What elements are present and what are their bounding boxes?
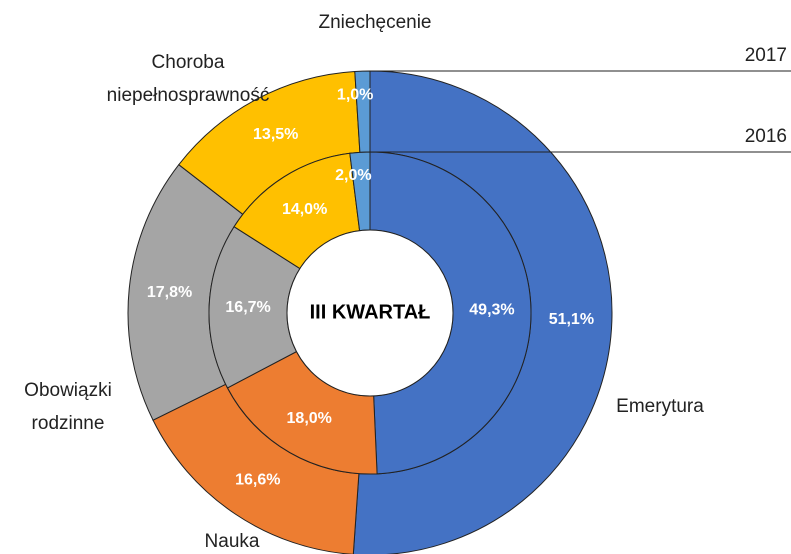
data-label: 1,0%: [337, 87, 373, 104]
category-label: Obowiązki rodzinne: [24, 380, 112, 434]
center-label: III KWARTAŁ: [310, 301, 431, 323]
category-label: Choroba niepełnosprawność: [106, 52, 270, 106]
data-label: 51,1%: [549, 311, 594, 328]
data-label: 49,3%: [469, 302, 514, 319]
rings: [127, 70, 613, 554]
category-label: Nauka: [204, 531, 260, 552]
category-label: Zniechęcenie: [318, 12, 432, 33]
series-label: 2016: [745, 126, 787, 147]
data-label: 17,8%: [147, 284, 192, 301]
category-label: Emerytura: [616, 396, 704, 417]
data-label: 14,0%: [282, 201, 327, 218]
data-label: 13,5%: [253, 126, 298, 143]
data-label: 18,0%: [287, 410, 332, 427]
data-label: 16,7%: [225, 299, 270, 316]
data-label: 2,0%: [335, 167, 371, 184]
data-label: 16,6%: [235, 472, 280, 489]
donut-hole: [286, 229, 454, 397]
series-label: 2017: [745, 45, 787, 66]
